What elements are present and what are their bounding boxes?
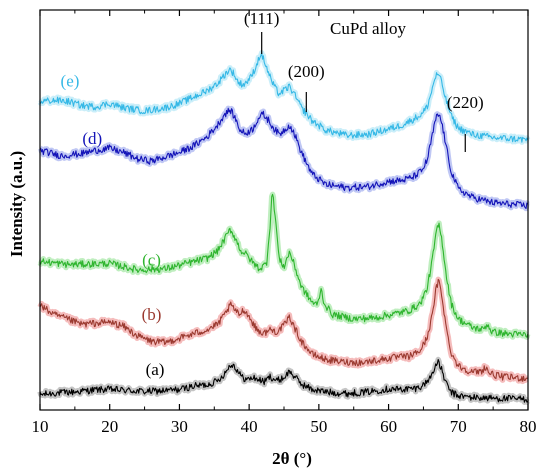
- series-line-a: [39, 358, 529, 403]
- peak-label-111: (111): [244, 9, 280, 28]
- series-line-e: [39, 52, 529, 143]
- x-tick-label-50: 50: [310, 417, 327, 436]
- peak-markers: (111) (200) (220): [244, 9, 484, 152]
- series-labels: (a) (b) (c) (d) (e): [61, 71, 165, 378]
- series-line-c: [39, 193, 529, 338]
- series-line-d: [39, 107, 529, 210]
- series-line-b: [39, 278, 528, 382]
- x-tick-label-80: 80: [520, 417, 537, 436]
- chart-title: CuPd alloy: [330, 19, 407, 38]
- series-lines: [39, 52, 529, 403]
- series-label-b: (b): [142, 305, 162, 324]
- x-tick-label-40: 40: [241, 417, 258, 436]
- x-tick-label-30: 30: [171, 417, 188, 436]
- x-axis-title: 2θ (°): [272, 449, 312, 468]
- series-label-a: (a): [146, 360, 165, 379]
- x-tick-label-10: 10: [32, 417, 49, 436]
- x-tick-label-70: 70: [450, 417, 467, 436]
- series-halo-b: [37, 276, 530, 385]
- x-tick-label-20: 20: [101, 417, 118, 436]
- x-axis-ticks: 10 20 30 40 50 60 70 80: [32, 10, 537, 436]
- series-label-c: (c): [142, 251, 161, 270]
- series-label-e: (e): [61, 71, 80, 90]
- series-label-d: (d): [82, 129, 102, 148]
- peak-label-220: (220): [447, 93, 484, 112]
- axes: 10 20 30 40 50 60 70 80: [32, 9, 537, 436]
- peak-label-200: (200): [288, 62, 325, 81]
- plot-frame: [39, 9, 529, 411]
- x-tick-label-60: 60: [380, 417, 397, 436]
- y-axis-title: Intensity (a.u.): [7, 151, 26, 257]
